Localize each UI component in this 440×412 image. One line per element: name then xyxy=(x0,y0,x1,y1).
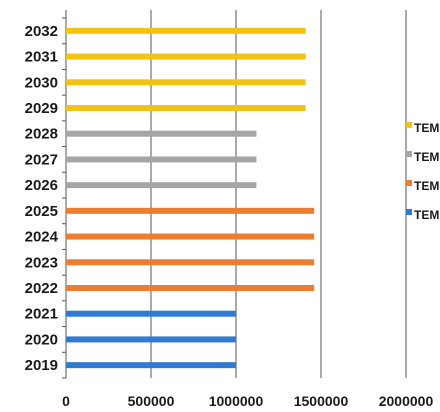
legend-swatch xyxy=(406,180,412,186)
bar-2022 xyxy=(66,285,314,291)
x-tick-label-2000000: 2000000 xyxy=(379,393,434,409)
bar-2032 xyxy=(66,28,306,34)
gridlines xyxy=(62,10,406,378)
y-tick-label-2030: 2030 xyxy=(25,74,58,91)
y-tick-label-2023: 2023 xyxy=(25,254,58,271)
bars xyxy=(66,28,314,368)
y-tick-label-2021: 2021 xyxy=(25,306,58,323)
y-tick-label-2032: 2032 xyxy=(25,23,58,40)
x-tick-label-1500000: 1500000 xyxy=(294,393,349,409)
bar-2024 xyxy=(66,234,314,240)
bar-2028 xyxy=(66,131,256,137)
legend-label: TEM xyxy=(414,179,439,193)
legend-label: TEM xyxy=(414,121,439,135)
legend: TEM TEM TEM TEM xyxy=(406,121,439,222)
legend-swatch xyxy=(406,151,412,157)
bar-2023 xyxy=(66,259,314,265)
y-tick-labels: 2019 2020 2021 2022 2023 2024 2025 2026 2027 2028… xyxy=(25,23,59,374)
bar-2026 xyxy=(66,182,256,188)
bar-2029 xyxy=(66,105,306,111)
y-tick-label-2019: 2019 xyxy=(25,357,58,374)
legend-swatch xyxy=(406,122,412,128)
x-tick-label-0: 0 xyxy=(62,393,70,409)
bar-2027 xyxy=(66,156,256,162)
y-tick-label-2027: 2027 xyxy=(25,151,58,168)
bar-2030 xyxy=(66,79,306,85)
bar-2025 xyxy=(66,208,314,214)
x-tick-label-500000: 500000 xyxy=(128,393,175,409)
bar-2021 xyxy=(66,311,236,317)
y-tick-label-2028: 2028 xyxy=(25,126,58,143)
x-tick-label-1000000: 1000000 xyxy=(209,393,264,409)
legend-label: TEM xyxy=(414,208,439,222)
legend-swatch xyxy=(406,209,412,215)
y-tick-label-2022: 2022 xyxy=(25,280,58,297)
y-tick-label-2024: 2024 xyxy=(25,229,59,246)
y-tick-label-2025: 2025 xyxy=(25,203,58,220)
y-tick-label-2031: 2031 xyxy=(25,49,58,66)
x-tick-labels: 0 500000 1000000 1500000 2000000 xyxy=(62,393,433,409)
bar-2031 xyxy=(66,54,306,60)
legend-label: TEM xyxy=(414,150,439,164)
bar-2019 xyxy=(66,362,236,368)
y-tick-label-2026: 2026 xyxy=(25,177,58,194)
y-tick-label-2020: 2020 xyxy=(25,331,58,348)
y-tick-label-2029: 2029 xyxy=(25,100,58,117)
bar-2020 xyxy=(66,336,236,342)
